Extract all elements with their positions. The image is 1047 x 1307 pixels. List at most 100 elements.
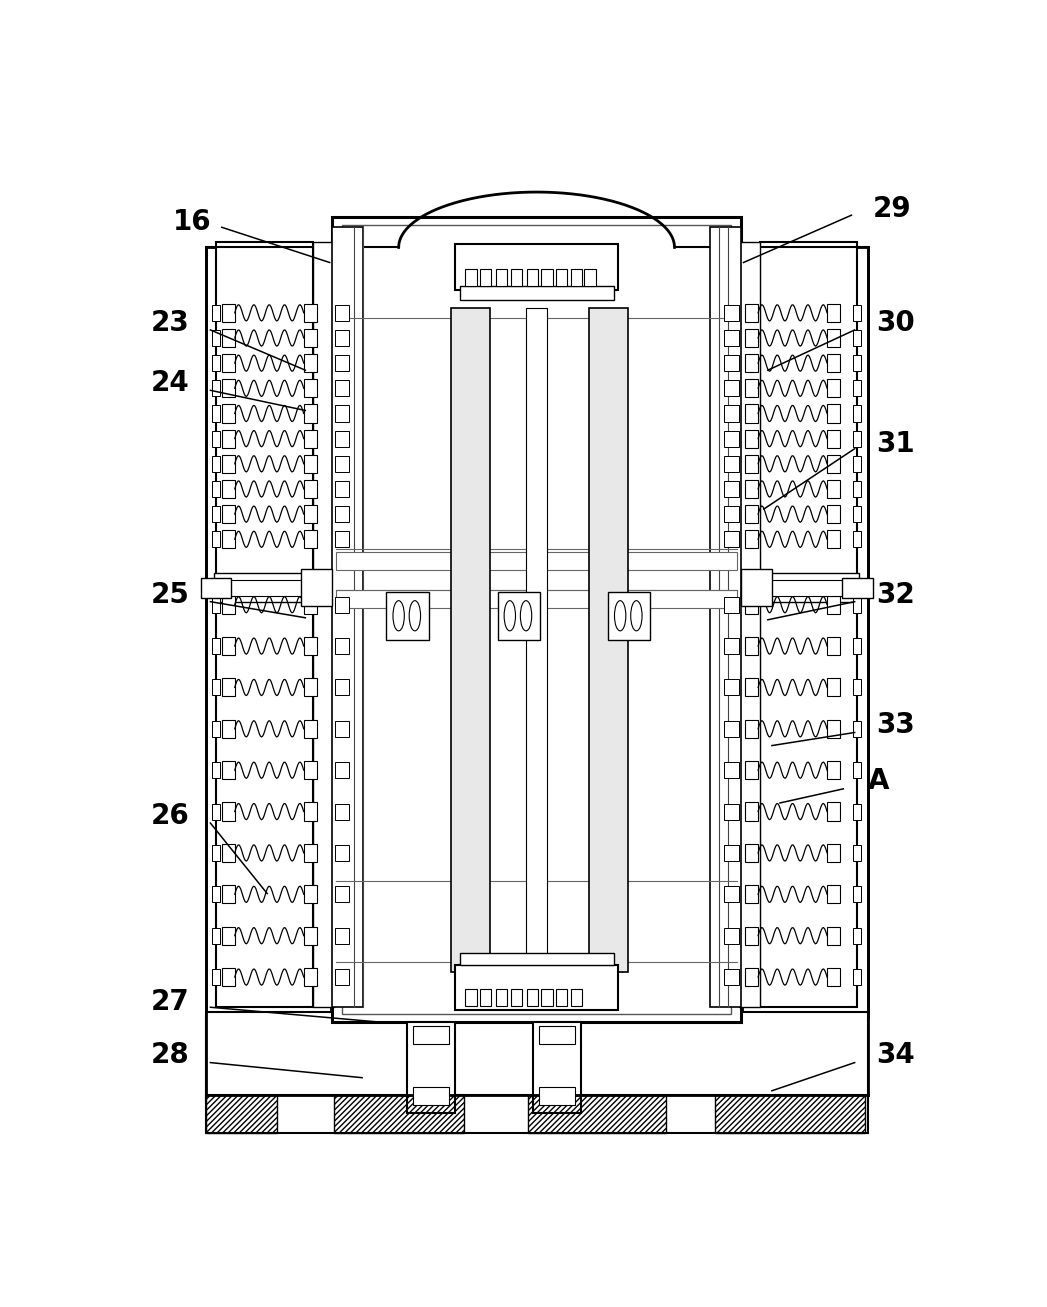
Bar — [455, 965, 618, 1010]
Bar — [222, 596, 235, 614]
Bar — [725, 638, 738, 654]
Bar — [584, 268, 596, 286]
Bar — [341, 225, 731, 1014]
Bar — [541, 989, 553, 1006]
Ellipse shape — [615, 601, 626, 631]
Bar — [304, 885, 316, 903]
Bar — [853, 380, 861, 396]
Text: 27: 27 — [151, 988, 190, 1017]
Bar — [745, 678, 758, 697]
Bar — [201, 578, 231, 597]
Bar — [745, 505, 758, 523]
Bar — [222, 303, 235, 322]
Bar — [335, 329, 349, 346]
Bar — [853, 481, 861, 497]
Bar — [853, 720, 861, 737]
Text: 23: 23 — [151, 308, 190, 337]
Bar — [725, 804, 738, 819]
Bar — [853, 430, 861, 447]
Ellipse shape — [393, 601, 404, 631]
Bar — [745, 844, 758, 863]
Bar — [827, 404, 840, 422]
Bar — [335, 844, 349, 861]
Bar — [335, 720, 349, 737]
Bar — [304, 802, 316, 821]
Bar — [533, 1022, 581, 1114]
Bar — [725, 430, 738, 447]
Bar — [222, 844, 235, 863]
Bar — [414, 1026, 449, 1044]
Bar — [222, 379, 235, 397]
Bar — [335, 506, 349, 523]
Bar — [745, 596, 758, 614]
Bar — [304, 761, 316, 779]
Bar — [222, 531, 235, 549]
Bar — [827, 761, 840, 779]
Bar — [215, 574, 315, 601]
Bar — [222, 505, 235, 523]
Bar — [827, 430, 840, 448]
Bar — [304, 678, 316, 697]
Bar — [745, 761, 758, 779]
Bar — [827, 329, 840, 348]
Bar — [827, 968, 840, 985]
Bar — [745, 379, 758, 397]
Bar — [556, 268, 567, 286]
Bar — [211, 481, 220, 497]
Bar — [334, 1095, 464, 1133]
Bar — [741, 570, 772, 605]
Bar — [336, 589, 737, 608]
Bar — [853, 305, 861, 322]
Bar — [725, 481, 738, 497]
Bar — [608, 592, 650, 640]
Bar — [335, 305, 349, 322]
Bar — [335, 968, 349, 985]
Bar — [496, 989, 508, 1006]
Text: 26: 26 — [151, 802, 190, 830]
Bar — [335, 928, 349, 944]
Bar — [480, 268, 491, 286]
Bar — [827, 927, 840, 945]
Bar — [853, 531, 861, 548]
Bar — [511, 268, 522, 286]
Bar — [465, 268, 476, 286]
Text: 29: 29 — [873, 195, 911, 223]
Bar — [205, 1095, 868, 1133]
Bar — [853, 762, 861, 778]
Bar — [336, 553, 737, 570]
Bar — [760, 242, 857, 1008]
Bar — [853, 456, 861, 472]
Bar — [827, 379, 840, 397]
Bar — [827, 354, 840, 372]
Bar — [222, 678, 235, 697]
Bar — [853, 356, 861, 371]
Bar — [725, 844, 738, 861]
Bar — [465, 989, 476, 1006]
Bar — [527, 989, 538, 1006]
Bar — [335, 680, 349, 695]
Bar — [556, 989, 567, 1006]
Bar — [827, 505, 840, 523]
Bar — [211, 356, 220, 371]
Bar — [222, 637, 235, 655]
Bar — [216, 242, 313, 1008]
Bar — [511, 989, 522, 1006]
Bar — [853, 928, 861, 944]
Bar — [745, 404, 758, 422]
Text: 25: 25 — [151, 580, 190, 609]
Bar — [211, 531, 220, 548]
Bar — [304, 968, 316, 985]
Bar — [715, 1095, 865, 1133]
Bar — [304, 531, 316, 549]
Ellipse shape — [520, 601, 532, 631]
Bar — [211, 804, 220, 819]
Bar — [539, 1026, 575, 1044]
Bar — [335, 405, 349, 422]
Bar — [211, 596, 220, 613]
Bar — [725, 329, 738, 346]
Bar — [725, 506, 738, 523]
Bar — [853, 405, 861, 422]
Bar — [211, 638, 220, 654]
Bar — [853, 968, 861, 985]
Bar — [745, 968, 758, 985]
